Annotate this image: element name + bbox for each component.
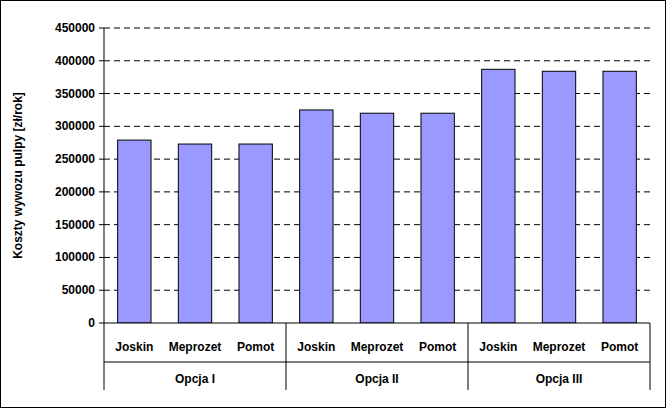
bar — [603, 71, 636, 323]
tick — [99, 126, 104, 127]
bar — [421, 113, 454, 323]
tick-label: 250000 — [55, 152, 95, 166]
category-label: Meprozet — [169, 340, 222, 354]
tick — [99, 224, 104, 225]
tick — [99, 28, 104, 29]
frame — [1, 1, 666, 408]
tick-label: 450000 — [55, 21, 95, 35]
category-label: Joskin — [479, 340, 517, 354]
tick-label: 100000 — [55, 250, 95, 264]
group-divider — [650, 323, 651, 390]
tick — [99, 323, 104, 324]
tick — [99, 159, 104, 160]
tick-label: 400000 — [55, 54, 95, 68]
group-divider — [104, 323, 105, 390]
bar — [118, 140, 151, 323]
group-divider — [286, 323, 287, 390]
tick — [99, 257, 104, 258]
group-label: Opcja III — [536, 372, 583, 386]
bars — [118, 69, 637, 323]
category-label: Meprozet — [351, 340, 404, 354]
tick-label: 200000 — [55, 185, 95, 199]
category-label: Pomot — [601, 340, 638, 354]
group-label: Opcja I — [175, 372, 215, 386]
tick-label: 300000 — [55, 119, 95, 133]
tick — [99, 93, 104, 94]
grid-line — [104, 60, 650, 61]
bar — [542, 71, 575, 323]
bar — [178, 144, 211, 323]
tick — [99, 60, 104, 61]
bar — [239, 144, 272, 323]
bar — [360, 113, 393, 323]
tick — [99, 290, 104, 291]
tick-label: 150000 — [55, 218, 95, 232]
tick-label: 50000 — [62, 283, 96, 297]
category-label: Meprozet — [533, 340, 586, 354]
tick — [99, 191, 104, 192]
category-label: Pomot — [419, 340, 456, 354]
axis-title: Koszty wywozu pulpy [zł/rok] — [11, 92, 25, 259]
category-label: Joskin — [297, 340, 335, 354]
x-axis — [104, 323, 650, 324]
group-separator — [104, 362, 650, 363]
category-label: Pomot — [237, 340, 274, 354]
group-label: Opcja II — [355, 372, 398, 386]
chart: 0 50000 100000 150000 200000 250000 300000 3500… — [0, 0, 666, 408]
grid-line — [104, 28, 650, 29]
category-label: Joskin — [115, 340, 153, 354]
bar — [300, 110, 333, 323]
group-divider — [468, 323, 469, 390]
bar — [482, 69, 515, 323]
tick-label: 350000 — [55, 87, 95, 101]
y-axis — [104, 28, 105, 323]
tick-label: 0 — [88, 316, 95, 330]
